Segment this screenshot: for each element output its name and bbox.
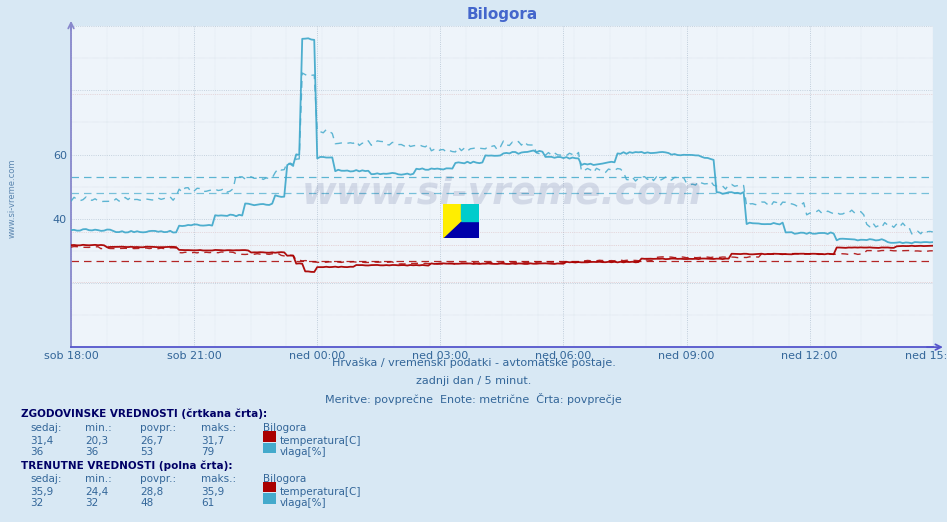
Text: www.si-vreme.com: www.si-vreme.com — [301, 175, 703, 211]
Text: 79: 79 — [201, 447, 214, 457]
Text: Bilogora: Bilogora — [263, 474, 307, 484]
Text: Hrvaška / vremenski podatki - avtomatske postaje.: Hrvaška / vremenski podatki - avtomatske… — [331, 358, 616, 368]
Text: 28,8: 28,8 — [140, 487, 164, 496]
Text: temperatura[C]: temperatura[C] — [279, 436, 361, 446]
Text: 24,4: 24,4 — [85, 487, 109, 496]
Bar — [443, 220, 479, 238]
Text: min.:: min.: — [85, 474, 112, 484]
Text: 53: 53 — [140, 447, 153, 457]
Title: Bilogora: Bilogora — [466, 7, 538, 22]
Text: 32: 32 — [85, 498, 98, 508]
Text: Bilogora: Bilogora — [263, 423, 307, 433]
Text: Meritve: povprečne  Enote: metrične  Črta: povprečje: Meritve: povprečne Enote: metrične Črta:… — [325, 393, 622, 405]
Text: maks.:: maks.: — [201, 474, 236, 484]
Text: 31,7: 31,7 — [201, 436, 224, 446]
Text: temperatura[C]: temperatura[C] — [279, 487, 361, 496]
Text: TRENUTNE VREDNOSTI (polna črta):: TRENUTNE VREDNOSTI (polna črta): — [21, 460, 232, 471]
Text: 20,3: 20,3 — [85, 436, 108, 446]
Text: 35,9: 35,9 — [201, 487, 224, 496]
Text: 35,9: 35,9 — [30, 487, 54, 496]
Text: www.si-vreme.com: www.si-vreme.com — [8, 159, 17, 238]
Text: 36: 36 — [30, 447, 44, 457]
Text: sedaj:: sedaj: — [30, 423, 62, 433]
Polygon shape — [461, 204, 479, 220]
Bar — [443, 204, 461, 220]
Text: 48: 48 — [140, 498, 153, 508]
Text: min.:: min.: — [85, 423, 112, 433]
Text: 31,4: 31,4 — [30, 436, 54, 446]
Text: ZGODOVINSKE VREDNOSTI (črtkana črta):: ZGODOVINSKE VREDNOSTI (črtkana črta): — [21, 408, 267, 419]
Text: povpr.:: povpr.: — [140, 423, 176, 433]
Text: vlaga[%]: vlaga[%] — [279, 498, 326, 508]
Text: zadnji dan / 5 minut.: zadnji dan / 5 minut. — [416, 376, 531, 386]
Text: 32: 32 — [30, 498, 44, 508]
Text: 26,7: 26,7 — [140, 436, 164, 446]
Text: povpr.:: povpr.: — [140, 474, 176, 484]
Text: vlaga[%]: vlaga[%] — [279, 447, 326, 457]
Text: 61: 61 — [201, 498, 214, 508]
Text: maks.:: maks.: — [201, 423, 236, 433]
Bar — [461, 204, 479, 220]
Text: 36: 36 — [85, 447, 98, 457]
Polygon shape — [443, 220, 461, 238]
Text: sedaj:: sedaj: — [30, 474, 62, 484]
